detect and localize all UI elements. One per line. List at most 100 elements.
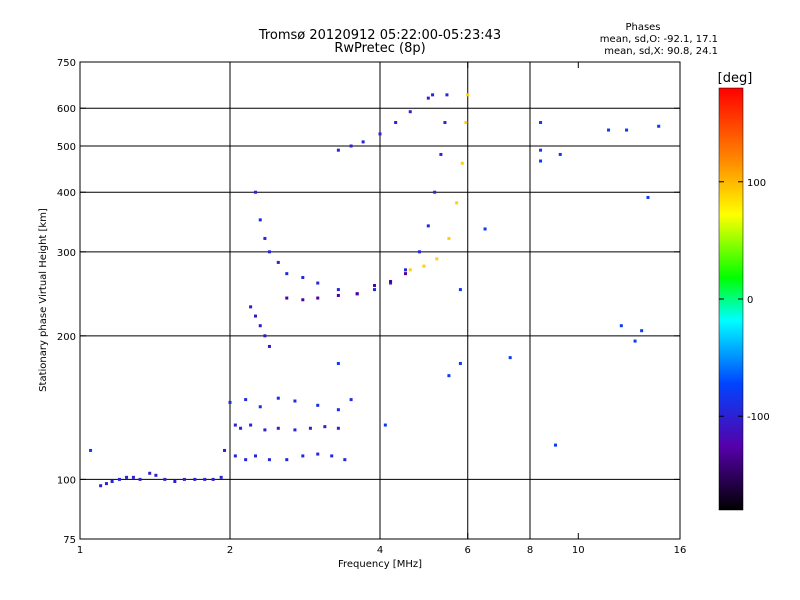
data-point [233,454,237,458]
data-point [249,423,253,427]
data-point [308,426,312,430]
data-point [258,405,262,409]
data-point [316,452,320,456]
data-point [646,195,650,199]
y-tick-label: 600 [57,104,76,115]
data-point [426,224,430,228]
x-axis-label: Frequency [MHz] [338,559,422,570]
chart-title: Tromsø 20120912 05:22:00-05:23:43 [258,28,501,43]
data-point [458,288,462,292]
data-point [316,296,320,300]
data-point [293,399,297,403]
data-point [607,128,611,132]
series-f2-x-trace [408,93,470,272]
data-point [163,477,167,481]
data-point [336,361,340,365]
data-point [285,272,289,276]
data-point [417,250,421,254]
data-point [336,426,340,430]
colorbar-tick-label: 100 [747,178,766,189]
data-point [349,144,353,148]
y-tick-label: 100 [57,475,76,486]
data-point [633,339,637,343]
stats-o-mode: mean, sd,O: -92.1, 17.1 [600,34,718,45]
data-point [253,454,257,458]
data-point [443,121,447,125]
data-point [373,283,377,287]
data-point [244,458,248,462]
data-point [389,281,393,285]
data-point [316,281,320,285]
chart-subtitle: RwPretec (8p) [334,41,425,56]
series-es-layer-1 [223,423,340,452]
data-point [249,305,253,309]
data-point [408,268,412,272]
y-tick-label: 750 [57,58,76,69]
data-point [394,121,398,125]
axis-ticks: 1 2 4 6 8 10 16 75 100 200 300 400 500 600 750 [57,58,686,556]
y-tick-label: 200 [57,332,76,343]
data-point [435,257,439,261]
data-point [258,218,262,222]
series-es-layer-2 [233,452,347,462]
data-point [110,479,114,483]
data-point [343,458,347,462]
series-e-region-trace [99,471,223,488]
data-point [293,428,297,432]
data-point [640,329,644,333]
y-axis-label: Stationary phase Virtual Height [km] [38,208,49,392]
data-point [276,260,280,264]
data-point [619,324,623,328]
data-point [464,121,468,125]
data-point [403,272,407,276]
data-point [316,403,320,407]
data-point [336,148,340,152]
data-point [89,448,93,452]
data-point [203,477,207,481]
data-point [263,236,267,240]
data-point [539,159,543,163]
x-tick-label: 16 [674,545,687,556]
data-point [426,96,430,100]
data-point [445,93,449,97]
data-point [553,443,557,447]
series-spread-f-upper [336,93,435,152]
series-f2-o-trace [285,272,407,302]
data-point [104,482,108,486]
colorbar-label: [deg] [718,71,753,86]
series-scattered-points [89,121,661,452]
data-point [258,324,262,328]
data-point [138,477,142,481]
data-point [301,454,305,458]
data-point [349,398,353,402]
data-point [373,288,377,292]
data-point [148,471,152,475]
y-tick-label: 500 [57,142,76,153]
data-point [263,334,267,338]
data-point [323,425,327,429]
data-point [361,140,365,144]
data-point [458,361,462,365]
y-tick-label: 400 [57,188,76,199]
data-point [422,264,426,268]
data-point [657,124,661,128]
data-points [89,93,661,488]
data-point [431,93,435,97]
data-point [336,408,340,412]
data-point [285,458,289,462]
x-tick-label: 10 [572,545,585,556]
data-point [276,426,280,430]
data-point [455,201,459,205]
data-point [267,458,271,462]
data-point [483,227,487,231]
colorbar-tick-label: -100 [747,412,770,423]
data-point [508,356,512,360]
grid-lines [80,62,680,539]
data-point [389,279,393,283]
data-point [433,190,437,194]
series-f1-cusp [253,93,449,296]
series-es-layer-3 [228,396,353,412]
colorbar-tick-label: 0 [747,295,753,306]
data-point [253,190,257,194]
data-point [253,314,257,318]
